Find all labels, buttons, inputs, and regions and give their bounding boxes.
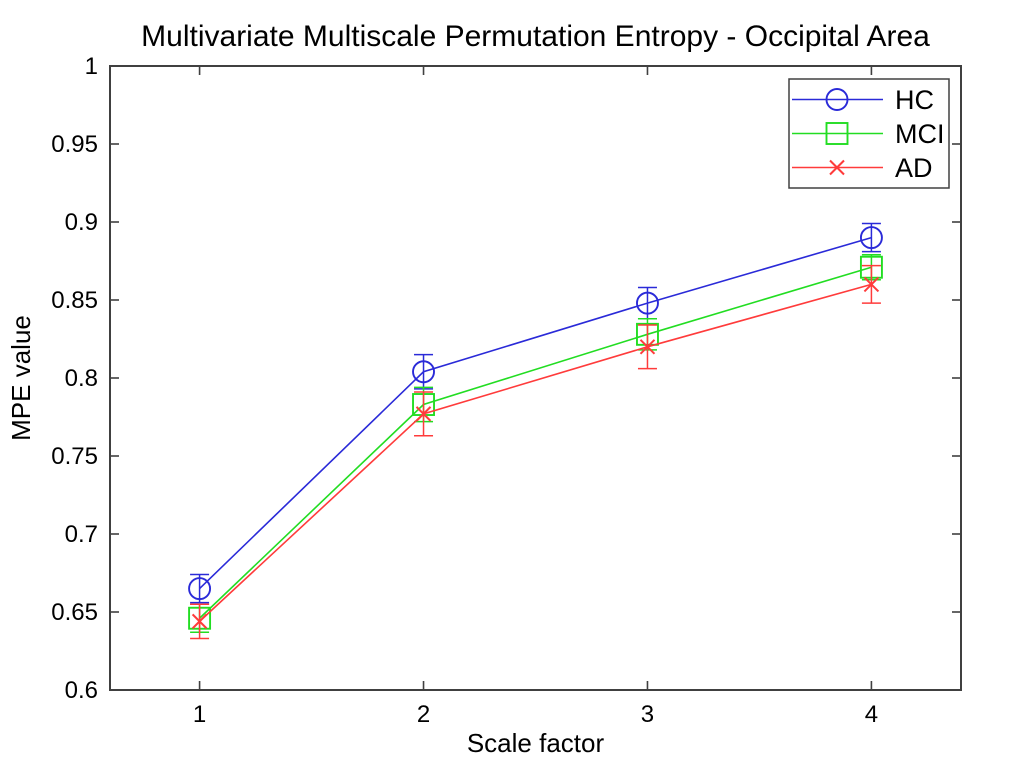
marker-circle bbox=[859, 226, 883, 250]
marker-circle bbox=[636, 291, 659, 315]
y-tick-label: 0.85 bbox=[51, 287, 98, 314]
legend-box: HC MCI AD bbox=[788, 78, 950, 189]
marker-circle bbox=[825, 88, 849, 111]
marker-x bbox=[863, 276, 880, 293]
series-line-MCI bbox=[199, 266, 872, 619]
y-axis: 0.6 0.65 0.7 0.75 0.8 0.85 0.9 0.95 1 bbox=[51, 53, 961, 704]
series-line-AD bbox=[199, 283, 872, 622]
x-tick-label: 3 bbox=[641, 701, 654, 728]
marker-circle-shape bbox=[412, 360, 435, 384]
y-tick-label: 0.75 bbox=[51, 443, 98, 470]
y-tick-label: 0.95 bbox=[51, 131, 98, 158]
legend-label-AD: AD bbox=[895, 153, 933, 183]
y-axis-label: MPE value bbox=[6, 315, 36, 441]
series-AD bbox=[190, 264, 881, 640]
y-tick-label: 0.6 bbox=[65, 677, 98, 704]
legend-item-HC: HC bbox=[792, 85, 934, 115]
y-tick-label: 1 bbox=[85, 53, 98, 80]
x-tick-label: 2 bbox=[417, 701, 430, 728]
marker-x bbox=[415, 406, 432, 422]
marker-x-stroke bbox=[191, 613, 208, 630]
marker-circle-shape bbox=[859, 226, 883, 250]
x-axis-label: Scale factor bbox=[467, 728, 605, 758]
marker-x bbox=[639, 339, 656, 355]
legend-label-MCI: MCI bbox=[895, 119, 945, 149]
legend-item-AD: AD bbox=[792, 153, 933, 183]
legend-label-HC: HC bbox=[895, 85, 934, 115]
marker-x bbox=[829, 159, 845, 176]
legend-item-MCI: MCI bbox=[792, 119, 945, 149]
marker-circle-shape bbox=[188, 577, 212, 601]
marker-x-stroke bbox=[829, 159, 845, 176]
marker-circle-shape bbox=[825, 88, 849, 111]
marker-circle-shape bbox=[636, 291, 659, 315]
x-tick-label: 4 bbox=[865, 701, 878, 728]
marker-circle bbox=[188, 577, 212, 601]
marker-x bbox=[191, 613, 208, 630]
y-tick-label: 0.8 bbox=[65, 365, 98, 392]
marker-square bbox=[825, 122, 849, 145]
y-tick-label: 0.9 bbox=[65, 209, 98, 236]
y-tick-label: 0.65 bbox=[51, 599, 98, 626]
y-tick-label: 0.7 bbox=[65, 521, 98, 548]
marker-square-shape bbox=[825, 122, 849, 145]
marker-circle bbox=[412, 360, 435, 384]
series-line-HC bbox=[199, 236, 872, 590]
x-tick-label: 1 bbox=[193, 701, 206, 728]
marker-x-stroke bbox=[639, 339, 656, 355]
marker-x-stroke bbox=[863, 276, 880, 293]
x-axis: 1 2 3 4 bbox=[193, 66, 878, 728]
chart-title: Multivariate Multiscale Permutation Entr… bbox=[141, 20, 930, 53]
marker-x-stroke bbox=[415, 406, 432, 422]
